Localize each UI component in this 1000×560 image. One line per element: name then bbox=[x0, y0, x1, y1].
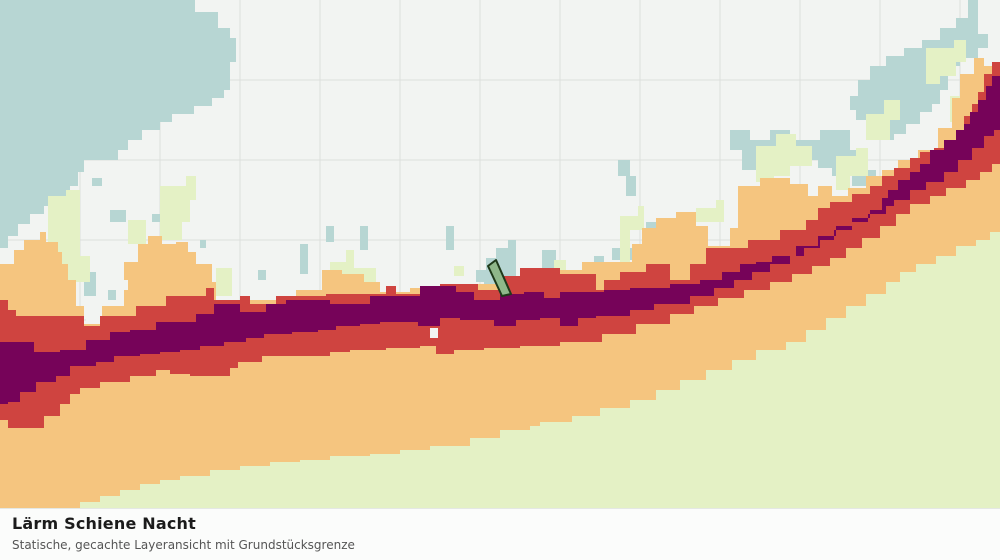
noise-level-4-band bbox=[0, 76, 1000, 404]
map-caption: Lärm Schiene Nacht Statische, gecachte L… bbox=[0, 508, 1000, 560]
map-title: Lärm Schiene Nacht bbox=[12, 514, 196, 533]
unmapped-gaps bbox=[86, 280, 438, 338]
map-subtitle: Statische, gecachte Layeransicht mit Gru… bbox=[12, 538, 355, 552]
water-area-northwest bbox=[0, 0, 236, 248]
parcel-boundary[interactable] bbox=[487, 259, 512, 297]
noise-level-4-layer bbox=[0, 76, 1000, 404]
noise-map[interactable] bbox=[0, 0, 1000, 508]
